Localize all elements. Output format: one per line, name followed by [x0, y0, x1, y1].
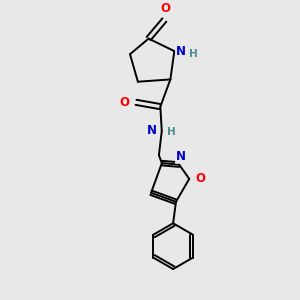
Text: H: H	[167, 128, 176, 137]
Text: O: O	[120, 96, 130, 109]
Text: H: H	[189, 49, 198, 59]
Text: O: O	[196, 172, 206, 185]
Text: N: N	[176, 150, 186, 163]
Text: O: O	[161, 2, 171, 15]
Text: N: N	[176, 45, 186, 58]
Text: N: N	[147, 124, 157, 137]
